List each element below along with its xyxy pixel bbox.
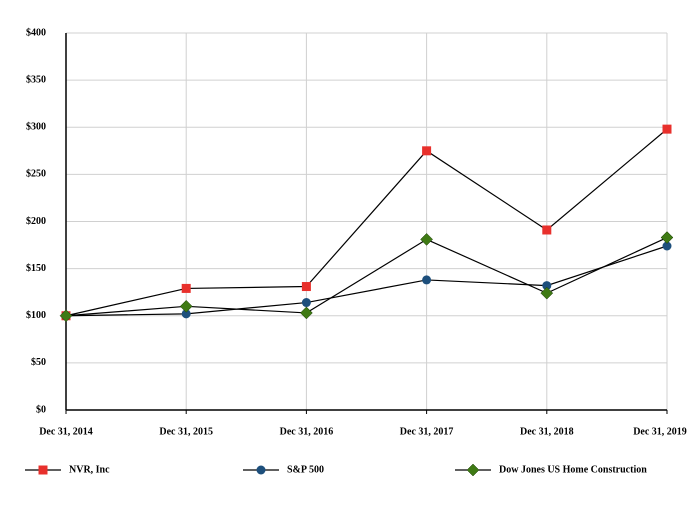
x-tick-label: Dec 31, 2018 [520, 426, 574, 437]
legend-label: NVR, Inc [69, 464, 110, 475]
x-tick-label: Dec 31, 2014 [39, 426, 93, 437]
legend-label: Dow Jones US Home Construction [499, 464, 647, 475]
series-line [65, 245, 668, 317]
y-tick-label: $300 [26, 122, 46, 133]
y-tick-label: $250 [26, 169, 46, 180]
data-point [59, 309, 73, 323]
legend-marker [256, 465, 266, 475]
data-point [420, 233, 433, 246]
y-tick-label: $50 [31, 357, 46, 368]
data-point [662, 124, 672, 134]
data-point [662, 241, 672, 251]
data-point [179, 299, 193, 313]
data-point [181, 283, 191, 293]
data-point [181, 309, 191, 319]
y-tick-label: $150 [26, 263, 46, 274]
y-tick-label: $400 [26, 27, 46, 38]
x-tick-label: Dec 31, 2017 [400, 426, 454, 437]
y-tick-label: $0 [36, 404, 46, 415]
data-point [540, 286, 554, 300]
data-point [301, 298, 311, 308]
x-tick-label: Dec 31, 2016 [280, 426, 334, 437]
data-point [422, 146, 432, 156]
x-tick-label: Dec 31, 2019 [633, 426, 687, 437]
series-line [65, 128, 668, 317]
x-tick-label: Dec 31, 2015 [159, 426, 213, 437]
y-tick-label: $100 [26, 310, 46, 321]
data-point [301, 282, 311, 292]
data-point [542, 225, 552, 235]
data-point [300, 306, 313, 320]
data-point [422, 275, 432, 285]
y-tick-label: $200 [26, 216, 46, 227]
legend-marker [466, 463, 480, 477]
y-tick-label: $350 [26, 74, 46, 85]
series-line [65, 236, 668, 317]
data-point [542, 281, 552, 291]
legend-label: S&P 500 [287, 464, 324, 475]
legend-marker [38, 465, 48, 475]
data-point [660, 231, 674, 244]
